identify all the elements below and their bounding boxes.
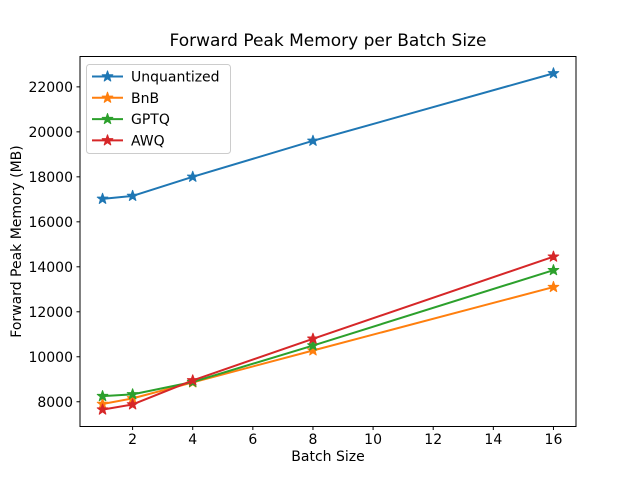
legend-label: GPTQ	[131, 112, 170, 128]
x-tick-label: 14	[484, 432, 502, 448]
data-point-bnb-x8	[307, 344, 319, 356]
x-tick-label: 16	[545, 432, 563, 448]
data-point-unquantized-x1	[96, 192, 109, 204]
y-tick-label: 12000	[28, 305, 73, 321]
data-point-unquantized-x2	[126, 189, 139, 201]
data-point-awq-x16	[547, 250, 560, 262]
data-point-gptq-x1	[96, 390, 109, 402]
x-tick-label: 10	[364, 432, 382, 448]
x-tick-label: 2	[128, 432, 137, 448]
data-point-awq-x1	[96, 403, 109, 415]
legend: Unquantized BnB GPTQ AWQ	[86, 64, 231, 154]
plot-border	[79, 56, 577, 427]
data-point-gptq-x8	[307, 339, 319, 351]
data-point-gptq-x2	[126, 388, 139, 400]
data-point-unquantized-x4	[186, 170, 199, 182]
data-point-awq-x8	[307, 332, 319, 344]
y-tick-label: 18000	[28, 170, 73, 186]
y-tick-label: 16000	[28, 215, 73, 231]
data-point-awq-x2	[126, 398, 139, 410]
data-point-bnb-x16	[547, 280, 560, 293]
legend-entry-unquantized: Unquantized	[92, 70, 220, 86]
legend-box	[86, 64, 231, 154]
data-point-awq-x4	[186, 374, 199, 386]
legend-star-icon	[101, 70, 114, 82]
data-point-gptq-x16	[547, 264, 560, 276]
legend-star-icon	[101, 134, 114, 146]
legend-label: AWQ	[131, 133, 165, 149]
x-tick-label: 8	[309, 432, 318, 448]
legend-label: BnB	[131, 91, 159, 107]
data-point-unquantized-x16	[547, 67, 560, 79]
x-tick-label: 4	[188, 432, 197, 448]
legend-star-icon	[101, 91, 114, 103]
y-tick-label: 8000	[37, 395, 73, 411]
y-tick-label: 14000	[28, 260, 73, 276]
legend-entry-bnb: BnB	[92, 91, 159, 107]
x-tick-label: 12	[424, 432, 442, 448]
legend-star-icon	[101, 113, 114, 125]
y-axis-label: Forward Peak Memory (MB)	[9, 145, 25, 337]
legend-entry-awq: AWQ	[92, 133, 165, 149]
legend-entry-gptq: GPTQ	[92, 112, 170, 128]
y-tick-label: 22000	[28, 80, 73, 96]
y-tick-label: 20000	[28, 125, 73, 141]
x-axis-label: Batch Size	[291, 449, 364, 465]
y-tick-label: 10000	[28, 350, 73, 366]
legend-label: Unquantized	[131, 70, 220, 86]
chart-title: Forward Peak Memory per Batch Size	[170, 31, 487, 51]
data-point-unquantized-x8	[307, 134, 319, 146]
x-tick-label: 6	[248, 432, 257, 448]
